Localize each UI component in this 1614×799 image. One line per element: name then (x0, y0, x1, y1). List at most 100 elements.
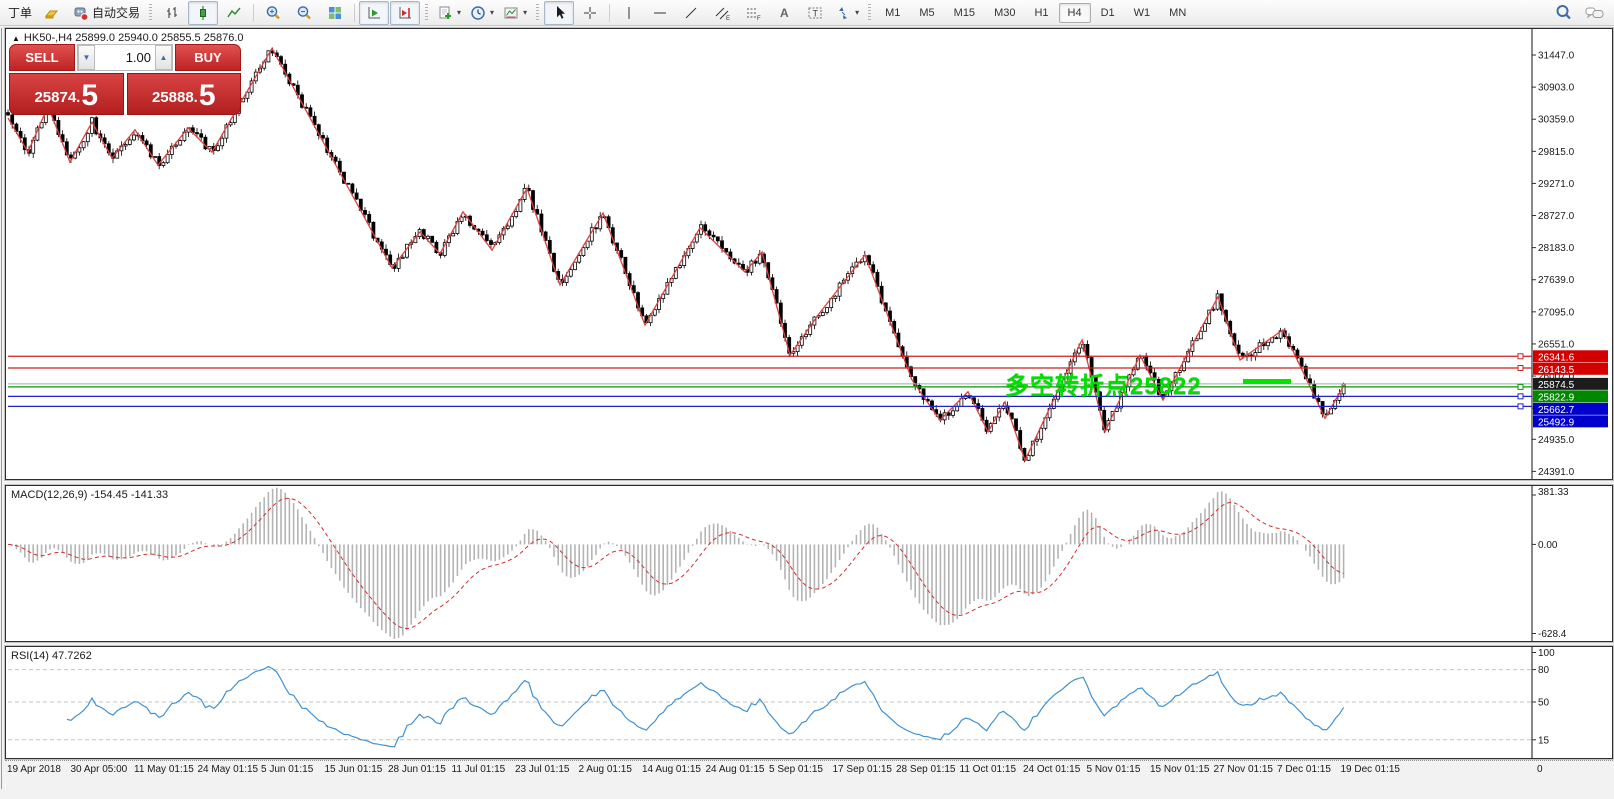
timeframe-h4-button[interactable]: H4 (1058, 2, 1091, 23)
chart-shift-icon (399, 6, 412, 18)
one-click-trading-panel: SELL ▼ ▲ BUY 25874. 5 25888. 5 (9, 44, 241, 115)
volume-increase-button[interactable]: ▲ (155, 45, 172, 70)
time-axis-label: 23 Jul 01:15 (515, 764, 570, 775)
crosshair-icon (584, 6, 597, 19)
line-chart-icon (227, 7, 241, 17)
rsi-zero-label: 0 (1537, 764, 1543, 775)
text-label-icon: T (808, 7, 822, 18)
svg-text:80: 80 (1538, 665, 1550, 676)
macd-panel: 381.33 0.00 -628.4 MACD(12,26,9) -154.45 -… (5, 485, 1613, 642)
trendline-button[interactable] (676, 1, 706, 25)
text-icon: A (780, 6, 789, 20)
market-watch-button[interactable] (37, 1, 67, 25)
tile-windows-button[interactable] (320, 1, 350, 25)
svg-text:-628.4: -628.4 (1538, 629, 1567, 640)
timeframe-m5-button[interactable]: M5 (919, 6, 935, 19)
line-chart-mode-button[interactable] (219, 1, 249, 25)
time-axis-label: 24 Aug 01:15 (705, 764, 765, 775)
new-chart-button[interactable]: ▾ (433, 1, 465, 25)
svg-text:0.00: 0.00 (1538, 540, 1558, 551)
time-axis-label: 19 Dec 01:15 (1340, 764, 1401, 775)
search-button[interactable] (1549, 1, 1579, 25)
crosshair-button[interactable] (575, 1, 605, 25)
svg-text:27639.0: 27639.0 (1538, 275, 1575, 286)
sell-price-big-digit: 5 (81, 79, 99, 112)
sell-button[interactable]: SELL (9, 44, 75, 71)
svg-text:26551.0: 26551.0 (1538, 339, 1575, 350)
chart-annotation-text: 多空转折点25822 (1005, 373, 1202, 400)
timeframe-d1-button[interactable]: D1 (1100, 6, 1115, 19)
time-axis-label: 15 Jun 01:15 (324, 764, 383, 775)
equidistant-channel-button[interactable]: E (707, 1, 737, 25)
candlestick-mode-button[interactable] (188, 0, 219, 25)
time-axis-label: 5 Nov 01:15 (1086, 764, 1141, 775)
cursor-button[interactable] (544, 0, 575, 25)
vertical-line-button[interactable] (614, 1, 644, 25)
macd-label: MACD(12,26,9) -154.45 -141.33 (11, 489, 169, 501)
time-axis-label: 11 May 01:15 (134, 764, 194, 775)
time-axis-label: 5 Jun 01:15 (261, 764, 314, 775)
volume-decrease-button[interactable]: ▼ (78, 45, 95, 70)
chat-button[interactable] (1580, 1, 1610, 25)
new-order-button[interactable]: 丁单 (8, 6, 33, 20)
timeframe-w1-button[interactable]: W1 (1133, 6, 1151, 19)
zoom-out-icon (297, 5, 311, 19)
fibonacci-icon: F (746, 8, 761, 21)
toolbar-gripper (536, 3, 540, 22)
bar-chart-mode-button[interactable] (157, 1, 187, 25)
time-axis-label: 15 Nov 01:15 (1150, 764, 1210, 775)
sell-price: 25874. (34, 89, 81, 106)
time-axis-label: 2 Aug 01:15 (578, 764, 632, 775)
svg-text:31447.0: 31447.0 (1538, 51, 1575, 62)
chat-bubbles-icon (1585, 7, 1604, 18)
dropdown-caret-icon: ▾ (855, 8, 860, 17)
time-axis[interactable]: 0 19 Apr 2018 30 Apr 05:00 11 May 01:15 24 … (5, 760, 1613, 783)
text-button[interactable]: A (769, 1, 799, 25)
timeframe-m15-button[interactable]: M15 (953, 6, 976, 19)
zoom-in-button[interactable] (258, 1, 288, 25)
svg-text:25822.9: 25822.9 (1538, 392, 1575, 403)
horizontal-line-icon (654, 12, 667, 13)
macd-canvas[interactable]: 381.33 0.00 -628.4 (6, 486, 1612, 641)
clock-icon (471, 5, 485, 20)
volume-input[interactable] (95, 49, 155, 66)
arrows-button[interactable]: ▾ (831, 1, 863, 25)
rsi-label: RSI(14) 47.7262 (11, 650, 92, 662)
timeframe-m30-button[interactable]: M30 (994, 6, 1016, 19)
time-axis-label: 19 Apr 2018 (7, 764, 61, 775)
periods-button[interactable]: ▾ (466, 1, 498, 25)
green-highlight-bar[interactable] (1243, 379, 1291, 384)
fibonacci-button[interactable]: F (738, 1, 768, 25)
svg-text:29271.0: 29271.0 (1538, 179, 1575, 190)
chart-shift-button[interactable] (390, 0, 421, 25)
volume-box: ▼ ▲ (77, 44, 173, 71)
buy-price-tile[interactable]: 25888. 5 (126, 73, 241, 115)
main-chart-canvas[interactable]: 31447.0 30903.0 30359.0 29815.0 29271.0 28727… (6, 29, 1612, 479)
collapse-chart-icon[interactable]: ▲ (12, 34, 20, 43)
horizontal-line-button[interactable] (645, 1, 675, 25)
buy-price: 25888. (151, 89, 198, 106)
timeframe-m1-button[interactable]: M1 (885, 6, 901, 19)
rsi-panel: 100 80 50 15 RSI(14) 47.7262 (5, 646, 1613, 759)
sell-price-tile[interactable]: 25874. 5 (9, 73, 124, 115)
timeframe-mn-button[interactable]: MN (1169, 6, 1187, 19)
rsi-canvas[interactable]: 100 80 50 15 (6, 647, 1612, 758)
svg-text:25874.5: 25874.5 (1538, 380, 1575, 391)
robot-icon (74, 7, 89, 21)
time-axis-label: 28 Jun 01:15 (388, 764, 446, 775)
svg-text:30903.0: 30903.0 (1538, 83, 1575, 94)
svg-text:24935.0: 24935.0 (1538, 435, 1575, 446)
buy-button[interactable]: BUY (175, 44, 241, 71)
text-label-button[interactable]: T (800, 1, 830, 25)
svg-text:24391.0: 24391.0 (1538, 467, 1575, 478)
timeframe-h1-button[interactable]: H1 (1034, 6, 1049, 19)
templates-button[interactable]: ▾ (499, 1, 531, 25)
time-axis-label: 11 Jul 01:15 (451, 764, 506, 775)
autotrading-button[interactable]: 自动交易 (68, 1, 144, 25)
toolbar-gripper (425, 3, 429, 22)
svg-text:50: 50 (1538, 698, 1550, 709)
zoom-out-button[interactable] (289, 1, 319, 25)
arrows-icon (839, 6, 848, 19)
auto-scroll-button[interactable] (359, 0, 390, 25)
